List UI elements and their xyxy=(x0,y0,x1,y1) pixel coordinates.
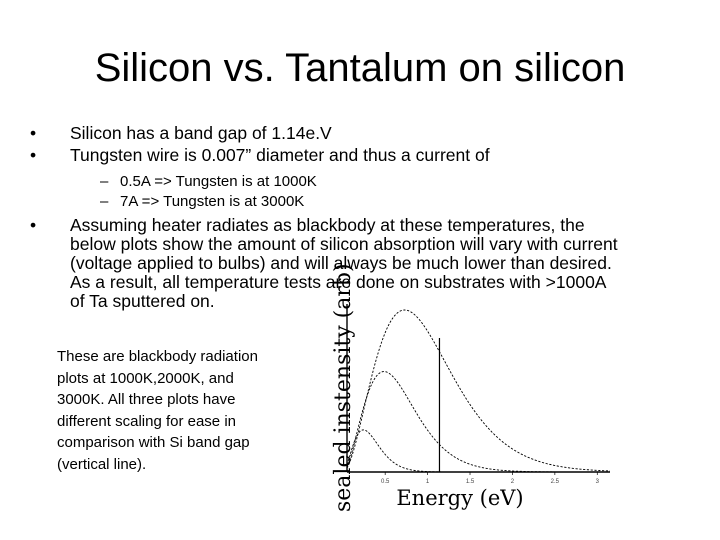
caption-line: plots at 1000K,2000K, and xyxy=(57,369,234,387)
caption-line: These are blackbody radiation xyxy=(57,348,258,365)
caption-line: different scaling for ease in xyxy=(57,412,236,430)
blackbody-curve-1000k xyxy=(346,429,610,473)
bullet-dot-icon: • xyxy=(30,215,37,235)
caption-line: comparison with Si band gap xyxy=(57,434,250,451)
sub-bullet-text: 0.5A => Tungsten is at 1000K xyxy=(120,173,317,190)
sub-bullet-text: 7A => Tungsten is at 3000K xyxy=(120,193,305,210)
x-axis-label: Energy (eV) xyxy=(396,486,524,510)
caption-line: 3000K. All three plots have xyxy=(57,391,236,408)
blackbody-plot: 0.5 1 1.5 2 2.5 3 xyxy=(346,304,611,485)
x-tick-label: 1.5 xyxy=(466,479,475,485)
bullet-item: • Assuming heater radiates as blackbody … xyxy=(24,216,704,311)
x-tick-label: 1 xyxy=(426,479,430,485)
bullet-dot-icon: • xyxy=(30,145,37,165)
bullet-list: • Silicon has a band gap of 1.14e.V • Tu… xyxy=(24,122,704,311)
blackbody-curve-3000k xyxy=(346,309,611,472)
bullet-dot-icon: • xyxy=(30,123,37,143)
slide-title: Silicon vs. Tantalum on silicon xyxy=(94,46,626,90)
x-tick-label: 3 xyxy=(596,479,600,485)
x-tick-label: 0.5 xyxy=(381,479,390,485)
x-tick-label: 2.5 xyxy=(551,479,560,485)
bullet-line: As a result, all temperature tests are d… xyxy=(70,272,607,292)
bullet-text: Tungsten wire is 0.007” diameter and thu… xyxy=(70,145,490,165)
bullet-item: • Silicon has a band gap of 1.14e.V xyxy=(24,122,704,144)
bullet-text: Silicon has a band gap of 1.14e.V xyxy=(70,123,332,143)
sub-bullet-item: – 7A => Tungsten is at 3000K xyxy=(24,192,704,212)
caption-line: (vertical line). xyxy=(57,455,147,473)
sub-bullet-item: – 0.5A => Tungsten is at 1000K xyxy=(24,172,704,192)
bullet-line: (voltage applied to bulbs) and will alwa… xyxy=(70,253,612,273)
caption: These are blackbody radiation plots at 1… xyxy=(57,346,307,475)
bullet-item: • Tungsten wire is 0.007” diameter and t… xyxy=(24,144,704,166)
x-tick-label: 2 xyxy=(511,479,515,485)
bullet-line: Assuming heater radiates as blackbody at… xyxy=(70,215,585,235)
bullet-line: below plots show the amount of silicon a… xyxy=(70,234,618,254)
bullet-line: of Ta sputtered on. xyxy=(70,291,215,311)
sub-bullet-dash: – xyxy=(100,173,109,190)
sub-bullet-dash: – xyxy=(100,193,109,210)
blackbody-curve-2000k xyxy=(346,371,611,473)
